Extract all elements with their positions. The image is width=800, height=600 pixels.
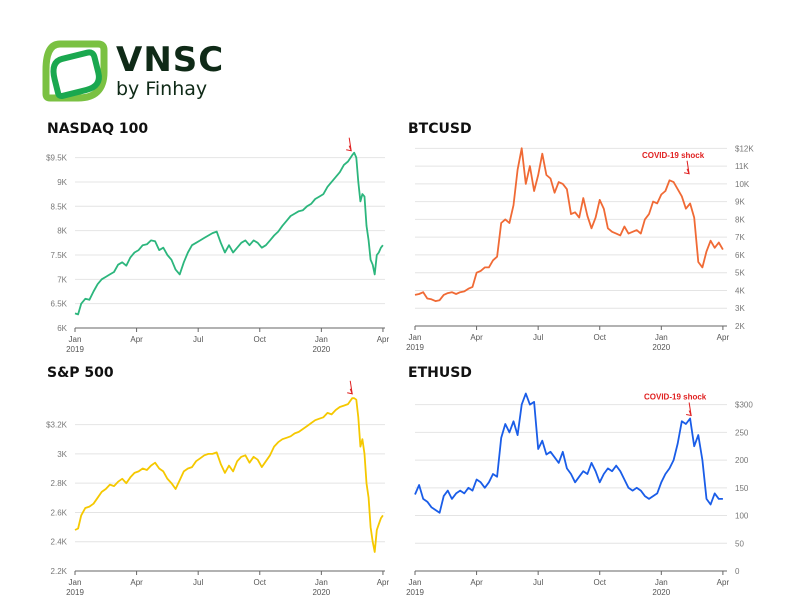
series-line <box>74 151 384 316</box>
x-tick-year-label: 2020 <box>652 343 670 352</box>
x-tick-label: Jan <box>409 578 422 587</box>
x-tick-label: Apr <box>717 578 730 587</box>
x-tick-label: Oct <box>594 333 607 342</box>
x-tick-label: Apr <box>377 335 390 344</box>
x-tick-label: Jul <box>193 578 203 587</box>
x-tick-label: Jan <box>655 578 668 587</box>
y-tick-label: 100 <box>735 512 749 521</box>
y-tick-label: 10K <box>735 180 750 189</box>
y-tick-label: 8K <box>57 227 67 236</box>
annotation-arrow-head <box>686 410 692 417</box>
x-tick-label: Apr <box>470 578 483 587</box>
y-tick-label: 7K <box>735 233 745 242</box>
brand-name: VNSC <box>116 40 225 80</box>
brand-subtitle: by Finhay <box>116 78 208 100</box>
y-tick-label: 50 <box>735 539 744 548</box>
x-tick-label: Oct <box>254 335 267 344</box>
x-tick-label: Jul <box>533 578 543 587</box>
btcusd-title: BTCUSD <box>408 121 472 137</box>
y-tick-label: 5K <box>735 269 745 278</box>
x-tick-year-label: 2020 <box>312 588 330 597</box>
y-tick-label: $3.2K <box>46 421 68 430</box>
y-tick-label: $300 <box>735 401 753 410</box>
covid-annotation-label: COVID-19 shock <box>304 135 367 137</box>
x-tick-label: Jul <box>193 335 203 344</box>
series-line <box>414 392 723 514</box>
y-tick-label: 2.8K <box>51 479 68 488</box>
sp500-title: S&P 500 <box>47 365 114 381</box>
y-tick-label: 250 <box>735 428 749 437</box>
x-tick-label: Jan <box>409 333 422 342</box>
annotation-arrow-head <box>346 145 352 152</box>
x-tick-year-label: 2020 <box>312 345 330 354</box>
y-tick-label: 8.5K <box>51 202 68 211</box>
y-tick-label: 200 <box>735 456 749 465</box>
nasdaq-title: NASDAQ 100 <box>47 121 149 137</box>
y-tick-label: 2.2K <box>51 567 68 576</box>
series-line <box>414 147 724 303</box>
y-tick-label: 2.4K <box>51 538 68 547</box>
y-tick-label: 4K <box>735 286 745 295</box>
x-tick-label: Apr <box>130 578 143 587</box>
x-tick-label: Jan <box>69 335 82 344</box>
x-tick-year-label: 2019 <box>66 588 84 597</box>
y-tick-label: 0 <box>735 567 740 576</box>
y-tick-label: 7.5K <box>51 251 68 260</box>
y-tick-label: $12K <box>735 144 754 153</box>
x-tick-year-label: 2019 <box>406 343 424 352</box>
x-tick-year-label: 2020 <box>652 588 670 597</box>
y-tick-label: 3K <box>735 304 745 313</box>
y-tick-label: 11K <box>735 162 749 171</box>
x-tick-label: Apr <box>717 333 730 342</box>
x-tick-year-label: 2019 <box>406 588 424 597</box>
y-tick-label: $9.5K <box>46 154 68 163</box>
y-tick-label: 7K <box>57 275 67 284</box>
y-tick-label: 8K <box>735 215 745 224</box>
y-tick-label: 6.5K <box>51 300 68 309</box>
y-tick-label: 2K <box>735 322 745 331</box>
y-tick-label: 150 <box>735 484 749 493</box>
covid-annotation-label: COVID-19 shock <box>642 151 705 160</box>
covid-annotation-label: COVID-19 shock <box>644 393 707 402</box>
y-tick-label: 9K <box>735 198 745 207</box>
x-tick-label: Jan <box>315 578 328 587</box>
y-tick-label: 9K <box>57 178 67 187</box>
y-tick-label: 2.6K <box>51 508 68 517</box>
annotation-arrow-head <box>683 168 690 175</box>
x-tick-label: Jul <box>533 333 543 342</box>
x-tick-label: Apr <box>130 335 143 344</box>
x-tick-year-label: 2019 <box>66 345 84 354</box>
annotation-arrow-head <box>347 388 354 395</box>
ethusd-title: ETHUSD <box>408 365 472 381</box>
y-tick-label: 6K <box>735 251 745 260</box>
series-line <box>74 397 384 553</box>
x-tick-label: Jan <box>655 333 668 342</box>
y-tick-label: 6K <box>57 324 67 333</box>
x-tick-label: Oct <box>594 578 607 587</box>
x-tick-label: Apr <box>377 578 390 587</box>
x-tick-label: Oct <box>254 578 267 587</box>
vnsc-logo <box>42 40 108 102</box>
x-tick-label: Apr <box>470 333 483 342</box>
x-tick-label: Jan <box>69 578 82 587</box>
x-tick-label: Jan <box>315 335 328 344</box>
y-tick-label: 3K <box>57 450 67 459</box>
